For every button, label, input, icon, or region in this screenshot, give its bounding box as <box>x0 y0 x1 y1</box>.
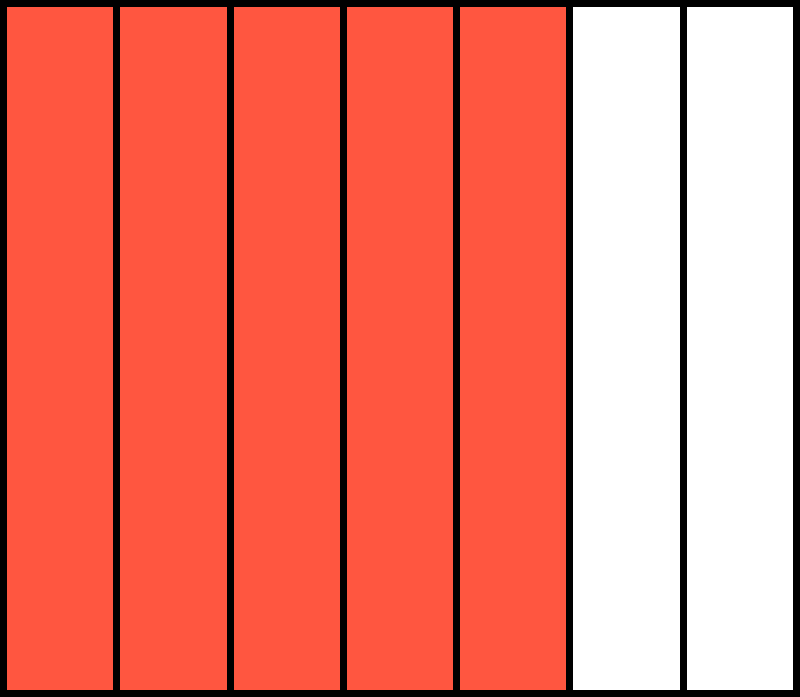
shaded-segment <box>7 7 114 690</box>
shaded-segment <box>233 7 340 690</box>
shaded-segment <box>460 7 567 690</box>
shaded-segment <box>346 7 454 690</box>
shaded-segment <box>120 7 227 690</box>
unshaded-segment <box>686 7 793 690</box>
unshaded-segment <box>573 7 680 690</box>
